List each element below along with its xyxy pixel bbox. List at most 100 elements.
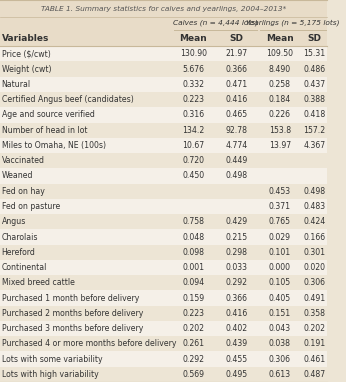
Text: 0.094: 0.094 bbox=[182, 278, 204, 287]
Text: 0.449: 0.449 bbox=[226, 156, 248, 165]
Text: 0.366: 0.366 bbox=[226, 293, 247, 303]
Text: 5.676: 5.676 bbox=[182, 65, 204, 74]
Text: 0.191: 0.191 bbox=[303, 339, 326, 348]
Bar bbox=[0, 244, 327, 260]
Text: 0.202: 0.202 bbox=[303, 324, 325, 333]
Bar bbox=[0, 107, 327, 123]
Text: Purchased 2 months before delivery: Purchased 2 months before delivery bbox=[2, 309, 143, 318]
Text: 0.215: 0.215 bbox=[226, 233, 248, 241]
Text: Variables: Variables bbox=[2, 34, 49, 44]
Bar bbox=[0, 260, 327, 275]
Bar bbox=[0, 77, 327, 92]
Text: 0.159: 0.159 bbox=[182, 293, 204, 303]
Bar bbox=[0, 32, 327, 46]
Text: 0.105: 0.105 bbox=[269, 278, 291, 287]
Text: 4.367: 4.367 bbox=[303, 141, 325, 150]
Text: 0.402: 0.402 bbox=[226, 324, 248, 333]
Text: 0.486: 0.486 bbox=[303, 65, 325, 74]
Bar bbox=[0, 92, 327, 107]
Bar bbox=[0, 168, 327, 184]
Text: 0.020: 0.020 bbox=[303, 263, 325, 272]
Text: 0.316: 0.316 bbox=[182, 110, 204, 120]
Text: 0.416: 0.416 bbox=[226, 95, 248, 104]
Text: Hereford: Hereford bbox=[2, 248, 36, 257]
Bar bbox=[0, 214, 327, 229]
Text: 0.184: 0.184 bbox=[269, 95, 291, 104]
Text: Miles to Omaha, NE (100s): Miles to Omaha, NE (100s) bbox=[2, 141, 106, 150]
Text: 0.292: 0.292 bbox=[182, 354, 204, 364]
Text: 0.765: 0.765 bbox=[269, 217, 291, 226]
Text: 0.261: 0.261 bbox=[182, 339, 204, 348]
Text: 0.453: 0.453 bbox=[269, 187, 291, 196]
Text: 0.202: 0.202 bbox=[182, 324, 204, 333]
Text: 0.613: 0.613 bbox=[269, 370, 291, 379]
Text: 0.424: 0.424 bbox=[303, 217, 326, 226]
Text: Lots with high variability: Lots with high variability bbox=[2, 370, 98, 379]
Text: Price ($/cwt): Price ($/cwt) bbox=[2, 49, 51, 58]
Text: 0.223: 0.223 bbox=[182, 95, 204, 104]
Text: 0.292: 0.292 bbox=[226, 278, 247, 287]
Text: 0.358: 0.358 bbox=[303, 309, 325, 318]
Bar bbox=[0, 46, 327, 62]
Bar bbox=[0, 153, 327, 168]
Text: 0.461: 0.461 bbox=[303, 354, 326, 364]
Text: 8.490: 8.490 bbox=[269, 65, 291, 74]
Bar bbox=[0, 275, 327, 290]
Text: 0.306: 0.306 bbox=[269, 354, 291, 364]
Bar bbox=[0, 0, 327, 17]
Text: TABLE 1. Summary statistics for calves and yearlings, 2004–2013*: TABLE 1. Summary statistics for calves a… bbox=[41, 6, 286, 11]
Text: 0.048: 0.048 bbox=[182, 233, 204, 241]
Text: 13.97: 13.97 bbox=[269, 141, 291, 150]
Bar bbox=[0, 62, 327, 77]
Text: 0.439: 0.439 bbox=[226, 339, 248, 348]
Text: 0.450: 0.450 bbox=[182, 172, 204, 180]
Text: 0.101: 0.101 bbox=[269, 248, 291, 257]
Text: 0.151: 0.151 bbox=[269, 309, 291, 318]
Text: 0.491: 0.491 bbox=[303, 293, 326, 303]
Text: 0.498: 0.498 bbox=[226, 172, 248, 180]
Text: 10.67: 10.67 bbox=[182, 141, 204, 150]
Text: Fed on pasture: Fed on pasture bbox=[2, 202, 60, 211]
Text: 0.038: 0.038 bbox=[269, 339, 291, 348]
Text: 0.371: 0.371 bbox=[269, 202, 291, 211]
Text: 134.2: 134.2 bbox=[182, 126, 204, 135]
Text: 0.001: 0.001 bbox=[182, 263, 204, 272]
Text: 0.166: 0.166 bbox=[303, 233, 325, 241]
Text: 0.437: 0.437 bbox=[303, 80, 325, 89]
Text: Certified Angus beef (candidates): Certified Angus beef (candidates) bbox=[2, 95, 134, 104]
Text: Purchased 4 or more months before delivery: Purchased 4 or more months before delive… bbox=[2, 339, 176, 348]
Text: 0.465: 0.465 bbox=[226, 110, 248, 120]
Text: 0.569: 0.569 bbox=[182, 370, 204, 379]
Text: Continental: Continental bbox=[2, 263, 47, 272]
Text: 0.388: 0.388 bbox=[303, 95, 325, 104]
Text: 4.774: 4.774 bbox=[226, 141, 248, 150]
Bar bbox=[0, 290, 327, 306]
Text: Natural: Natural bbox=[2, 80, 31, 89]
Text: Fed on hay: Fed on hay bbox=[2, 187, 45, 196]
Text: 0.306: 0.306 bbox=[303, 278, 325, 287]
Text: Weaned: Weaned bbox=[2, 172, 33, 180]
Text: Mean: Mean bbox=[266, 34, 294, 44]
Text: Purchased 1 month before delivery: Purchased 1 month before delivery bbox=[2, 293, 139, 303]
Text: Age and source verified: Age and source verified bbox=[2, 110, 94, 120]
Text: Lots with some variability: Lots with some variability bbox=[2, 354, 102, 364]
Text: 0.366: 0.366 bbox=[226, 65, 247, 74]
Text: Mixed breed cattle: Mixed breed cattle bbox=[2, 278, 74, 287]
Text: 0.487: 0.487 bbox=[303, 370, 325, 379]
Text: 0.043: 0.043 bbox=[269, 324, 291, 333]
Bar bbox=[0, 123, 327, 138]
Text: 0.498: 0.498 bbox=[303, 187, 325, 196]
Text: Charolais: Charolais bbox=[2, 233, 38, 241]
Text: 0.758: 0.758 bbox=[182, 217, 204, 226]
Text: 0.483: 0.483 bbox=[303, 202, 325, 211]
Text: 0.223: 0.223 bbox=[182, 309, 204, 318]
Text: 0.455: 0.455 bbox=[226, 354, 248, 364]
Bar bbox=[0, 17, 327, 32]
Text: Calves (n = 4,444 lots): Calves (n = 4,444 lots) bbox=[173, 20, 258, 26]
Bar bbox=[0, 351, 327, 367]
Bar bbox=[0, 336, 327, 351]
Text: 0.495: 0.495 bbox=[226, 370, 248, 379]
Text: 0.471: 0.471 bbox=[226, 80, 248, 89]
Text: 130.90: 130.90 bbox=[180, 49, 207, 58]
Text: Yearlings (n = 5,175 lots): Yearlings (n = 5,175 lots) bbox=[246, 20, 340, 26]
